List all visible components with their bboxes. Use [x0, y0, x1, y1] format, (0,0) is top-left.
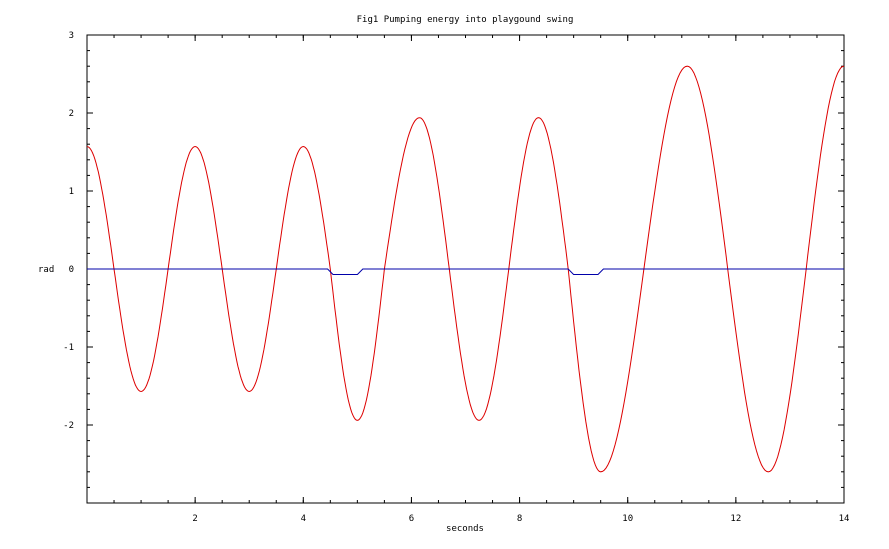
y-axis-ticks: 3 2 1 0 -1 -2 [63, 31, 844, 431]
x-tick-label: 10 [622, 514, 633, 524]
series-layer [86, 65, 845, 473]
x-tick-label: 6 [409, 514, 414, 524]
y-tick-label: -2 [63, 421, 74, 431]
x-tick-label: 4 [301, 514, 306, 524]
x-tick-label: 14 [839, 514, 850, 524]
y-tick-label: 2 [69, 109, 74, 119]
x-tick-label: 12 [730, 514, 741, 524]
y-axis-label: rad [38, 265, 54, 275]
chart-title: Fig1 Pumping energy into playgound swing [357, 15, 574, 25]
y-tick-label: -1 [63, 343, 74, 353]
x-tick-label: 8 [517, 514, 522, 524]
y-tick-label: 0 [69, 265, 74, 275]
series-2-line [87, 268, 844, 275]
y-tick-label: 3 [69, 31, 74, 41]
y-tick-label: 1 [69, 187, 74, 197]
series-1-line [86, 65, 845, 473]
x-tick-label: 2 [192, 514, 197, 524]
x-axis-ticks: 2 4 6 8 10 12 14 [192, 35, 849, 524]
x-axis-label: seconds [446, 524, 484, 534]
